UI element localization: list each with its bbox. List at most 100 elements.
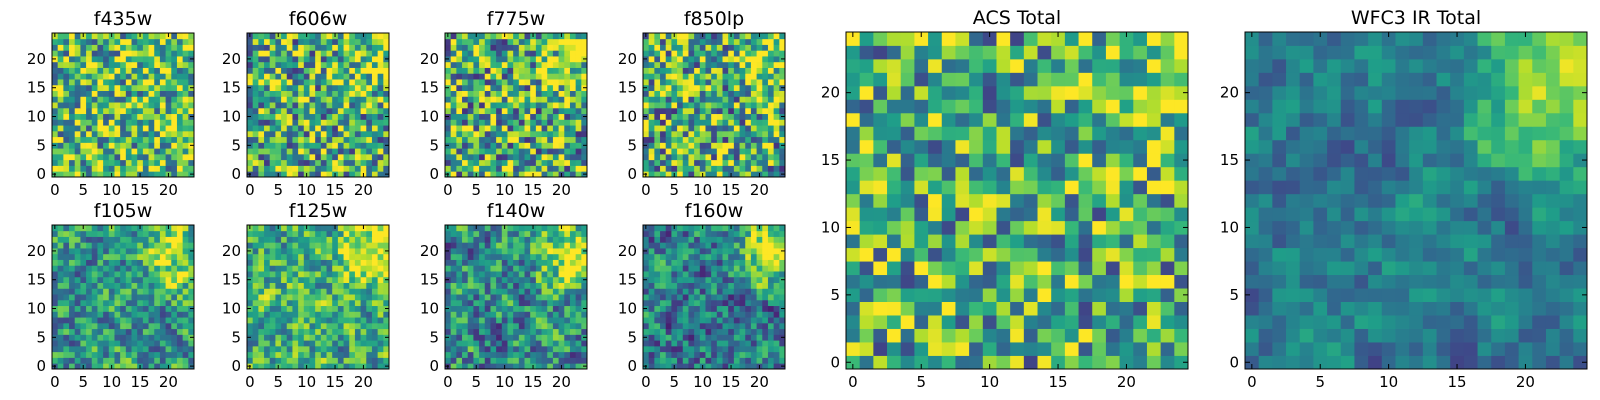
heatmap-cell — [547, 265, 554, 272]
heatmap-cell — [354, 317, 361, 324]
heatmap-cell — [275, 165, 282, 172]
heatmap-cell — [552, 328, 559, 335]
heatmap-cell — [371, 322, 379, 330]
heatmap-cell — [354, 136, 361, 143]
heatmap-cell — [103, 61, 110, 68]
heatmap-cell — [581, 317, 588, 324]
heatmap-cell — [581, 299, 588, 307]
heatmap-cell — [558, 130, 565, 138]
heatmap-cell — [518, 294, 525, 301]
heatmap-cell — [694, 136, 701, 143]
heatmap-cell — [773, 84, 780, 91]
heatmap-cell — [371, 271, 379, 278]
heatmap-cell — [269, 171, 276, 178]
heatmap-cell — [332, 265, 339, 272]
heatmap-cell — [677, 305, 684, 312]
heatmap-cell — [332, 322, 339, 330]
heatmap-cell — [337, 271, 344, 278]
heatmap-cell — [728, 38, 735, 45]
heatmap-cell — [281, 317, 288, 324]
heatmap-cell — [716, 159, 723, 166]
heatmap-cell — [69, 79, 76, 86]
heatmap-cell — [479, 328, 486, 335]
heatmap-cell — [558, 253, 565, 260]
heatmap-cell — [315, 328, 322, 335]
heatmap-cell — [298, 148, 305, 155]
heatmap-cell — [518, 288, 525, 295]
heatmap-cell — [564, 253, 571, 260]
heatmap-cell — [371, 153, 379, 161]
heatmap-cell — [120, 73, 127, 80]
heatmap-cell — [450, 148, 457, 155]
heatmap-cell — [171, 79, 178, 86]
heatmap-cell — [484, 242, 491, 249]
heatmap-cell — [52, 38, 59, 45]
heatmap-cell — [103, 96, 110, 103]
heatmap-cell — [275, 357, 282, 364]
heatmap-cell — [125, 107, 132, 115]
heatmap-cell — [524, 165, 531, 172]
heatmap-cell — [269, 340, 276, 347]
heatmap-cell — [286, 236, 293, 243]
heatmap-cell — [343, 236, 350, 243]
heatmap-cell — [496, 328, 503, 335]
heatmap-cell — [97, 67, 104, 74]
heatmap-cell — [383, 102, 390, 109]
heatmap-cell — [490, 56, 497, 63]
heatmap-cell — [69, 288, 76, 295]
heatmap-cell — [303, 165, 310, 172]
heatmap-cell — [496, 236, 503, 243]
heatmap-cell — [371, 248, 379, 255]
heatmap-cell — [513, 345, 520, 353]
heatmap-cell — [728, 113, 735, 120]
heatmap-cell — [86, 248, 93, 255]
heatmap-cell — [773, 113, 780, 120]
heatmap-cell — [467, 340, 474, 347]
heatmap-cell — [171, 33, 178, 40]
heatmap-cell — [315, 305, 322, 312]
heatmap-cell — [80, 276, 87, 283]
heatmap-cell — [315, 288, 322, 295]
heatmap-cell — [739, 142, 746, 149]
heatmap-cell — [575, 282, 582, 289]
heatmap-cell — [705, 56, 712, 63]
heatmap-cell — [660, 96, 667, 103]
heatmap-cell — [694, 90, 701, 97]
heatmap-cell — [366, 171, 373, 178]
heatmap-cell — [57, 311, 64, 318]
heatmap-cell — [97, 345, 104, 353]
heatmap-cell — [773, 119, 780, 126]
heatmap-cell — [354, 44, 361, 51]
heatmap-cell — [575, 276, 582, 283]
heatmap-cell — [733, 96, 740, 103]
heatmap-cell — [479, 357, 486, 364]
heatmap-cell — [750, 56, 757, 63]
heatmap-cell — [63, 357, 70, 364]
heatmap-cell — [479, 299, 486, 307]
heatmap-cell — [258, 357, 265, 364]
heatmap-cell — [535, 299, 542, 307]
heatmap-cell — [315, 84, 322, 91]
heatmap-cell — [722, 61, 729, 68]
heatmap-cell — [148, 259, 155, 266]
heatmap-cell — [131, 38, 138, 45]
heatmap-cell — [74, 107, 81, 115]
heatmap-cell — [120, 253, 127, 260]
heatmap-cell — [569, 271, 577, 278]
heatmap-cell — [773, 56, 780, 63]
heatmap-cell — [315, 142, 322, 149]
heatmap-cell — [258, 225, 265, 232]
heatmap-cell — [52, 102, 59, 109]
heatmap-cell — [286, 288, 293, 295]
heatmap-cell — [507, 148, 514, 155]
heatmap-cell — [131, 136, 138, 143]
heatmap-cell — [114, 102, 121, 109]
heatmap-cell — [332, 50, 339, 57]
heatmap-cell — [581, 282, 588, 289]
heatmap-cell — [530, 288, 537, 295]
heatmap-cell — [103, 165, 110, 172]
heatmap-cell — [501, 288, 508, 295]
heatmap-cell — [688, 50, 695, 57]
heatmap-cell — [535, 253, 542, 260]
heatmap-cell — [86, 136, 93, 143]
